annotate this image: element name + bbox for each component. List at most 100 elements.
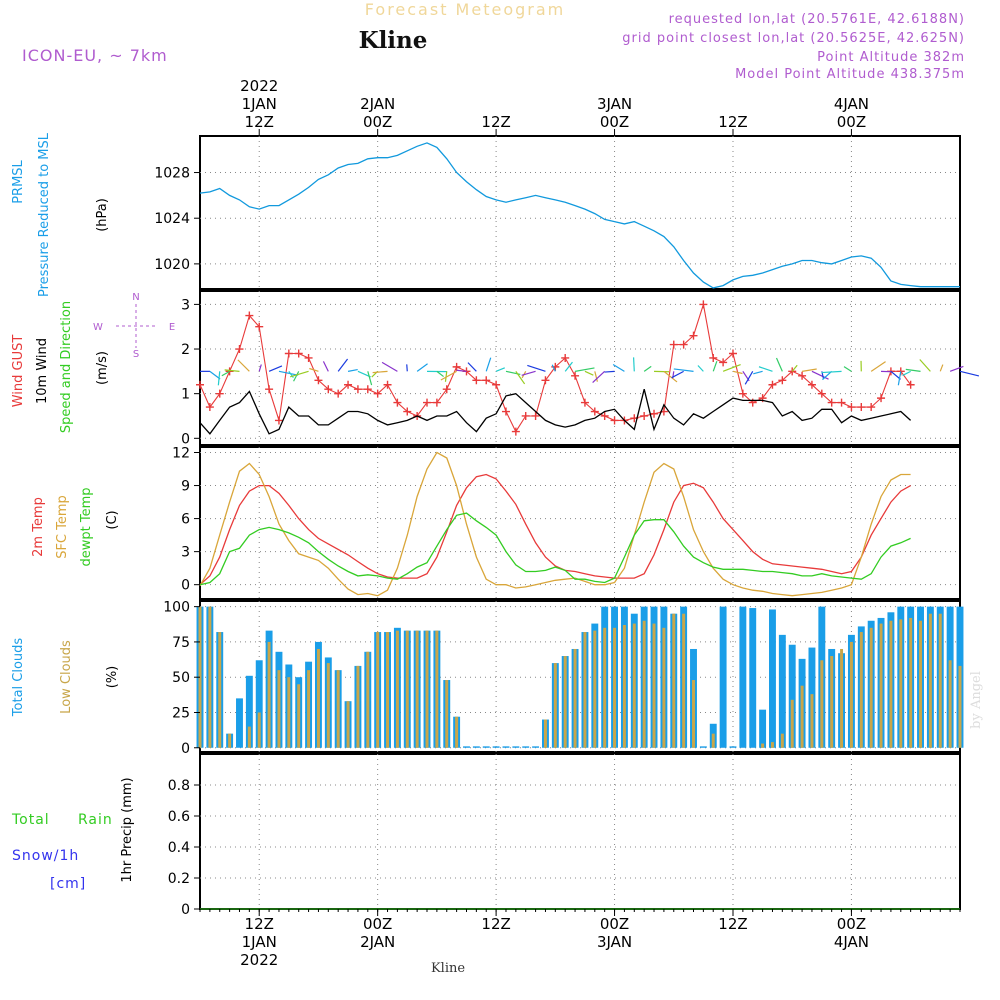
wind-arrow: [456, 369, 467, 372]
wind-arrow: [209, 370, 221, 380]
y-tick-label: 50: [172, 670, 190, 686]
compass-e: E: [169, 322, 175, 333]
gust-point: [215, 389, 224, 398]
low-clouds-bar: [228, 733, 232, 748]
low-clouds-bar: [267, 641, 271, 748]
gust-point: [669, 340, 678, 349]
total-clouds-bar: [472, 746, 480, 748]
wind-arrow: [671, 370, 684, 379]
pressure-panel: [199, 142, 960, 289]
low-clouds-bar: [445, 680, 449, 748]
low-clouds-bar: [435, 630, 439, 748]
x-tick-label-top: 00Z: [837, 113, 866, 131]
x-tick-label-bottom: 2JAN: [360, 933, 395, 951]
gust-point: [442, 385, 451, 394]
y-tick-label: 2: [181, 342, 190, 358]
wind-arrow: [632, 357, 635, 372]
low-clouds-bar: [316, 648, 320, 748]
low-clouds-bar: [840, 648, 844, 748]
total-clouds-bar: [482, 746, 490, 748]
wind-arrow: [217, 371, 221, 386]
gust-point: [294, 349, 303, 358]
gust-point: [235, 345, 244, 354]
wind-arrow: [381, 361, 398, 372]
x-tick-label-top: 12Z: [245, 113, 274, 131]
wind-arrow: [811, 370, 829, 380]
total-clouds-bar: [255, 660, 263, 748]
gust-point: [423, 398, 432, 407]
label-snow-unit: [cm]: [50, 876, 86, 892]
gust-point: [610, 416, 619, 425]
x-tick-label-top: 00Z: [363, 113, 392, 131]
wind-arrow: [372, 370, 388, 374]
gust-point: [334, 389, 343, 398]
gust-point: [679, 340, 688, 349]
wind-arrow: [309, 367, 319, 372]
low-clouds-bar: [218, 632, 222, 748]
gust-point: [363, 385, 372, 394]
x-tick-label-bottom: 1JAN: [242, 933, 277, 951]
y-tick-label: 1028: [154, 166, 190, 182]
wind-arrow: [322, 361, 329, 372]
wind-arrow: [436, 370, 444, 378]
low-clouds-bar: [593, 630, 597, 748]
gust-point: [817, 389, 826, 398]
wind-arrow: [521, 370, 536, 376]
total-clouds-bar: [739, 606, 747, 748]
gust-point: [432, 398, 441, 407]
wind-arrow: [843, 366, 852, 372]
y-tick-label: 3: [181, 545, 190, 561]
wind-arrow: [643, 365, 652, 372]
low-clouds-bar: [603, 627, 607, 748]
wind-arrow: [289, 370, 309, 378]
gust-point: [728, 349, 737, 358]
wind-arrow: [722, 364, 741, 372]
x-tick-label-top: 12Z: [481, 113, 510, 131]
info-requested-lonlat: requested lon,lat (20.5761E, 42.6188N): [669, 12, 965, 27]
temp-2m-line: [199, 473, 911, 586]
footer-station-name: Kline: [431, 961, 465, 976]
label-pressure-msl: Pressure Reduced to MSL: [37, 132, 52, 297]
temp-dewpt-line: [199, 512, 911, 586]
low-clouds-bar: [405, 630, 409, 748]
gust-point: [847, 403, 856, 412]
gust-point: [472, 376, 481, 385]
x-tick-label-bottom: 3JAN: [597, 933, 632, 951]
gust-point: [265, 385, 274, 394]
info-grid-lonlat: grid point closest lon,lat (20.5625E, 42…: [622, 31, 965, 46]
gust-point: [393, 398, 402, 407]
watermark: by Angel: [969, 671, 984, 729]
low-clouds-bar: [869, 627, 873, 748]
low-clouds-bar: [613, 627, 617, 748]
gust-point: [699, 300, 708, 309]
y-tick-label: 0.4: [168, 840, 190, 856]
x-tick-label-bottom: 00Z: [837, 915, 866, 933]
y-tick-label: 3: [181, 297, 190, 313]
wind-arrow: [801, 368, 817, 372]
gust-point: [501, 407, 510, 416]
x-tick-label-top: 2022: [240, 77, 278, 95]
low-clouds-bar: [692, 680, 695, 748]
low-clouds-bar: [820, 660, 824, 748]
label-speed-direction: Speed and Direction: [59, 301, 74, 433]
wind-arrow: [791, 364, 798, 372]
wind-arrow: [406, 364, 408, 372]
low-clouds-bar: [395, 630, 399, 748]
low-clouds-bar: [573, 648, 577, 748]
low-clouds-bar: [780, 733, 784, 748]
gust-point: [521, 411, 530, 420]
y-tick-label: 100: [163, 600, 190, 616]
total-clouds-bar: [492, 746, 500, 748]
low-clouds-bar: [208, 606, 212, 748]
wind-arrow: [592, 370, 606, 383]
wind-arrow: [224, 369, 240, 372]
gust-point: [827, 398, 836, 407]
low-clouds-bar: [682, 613, 686, 748]
low-clouds-bar: [859, 632, 863, 748]
compass-rose: N W E S: [93, 292, 175, 360]
low-clouds-bar: [761, 743, 765, 748]
total-clouds-bar: [532, 746, 540, 748]
wind-arrow: [673, 368, 694, 372]
panel-frame-pressure: [199, 135, 961, 290]
wind-arrow: [584, 370, 594, 376]
